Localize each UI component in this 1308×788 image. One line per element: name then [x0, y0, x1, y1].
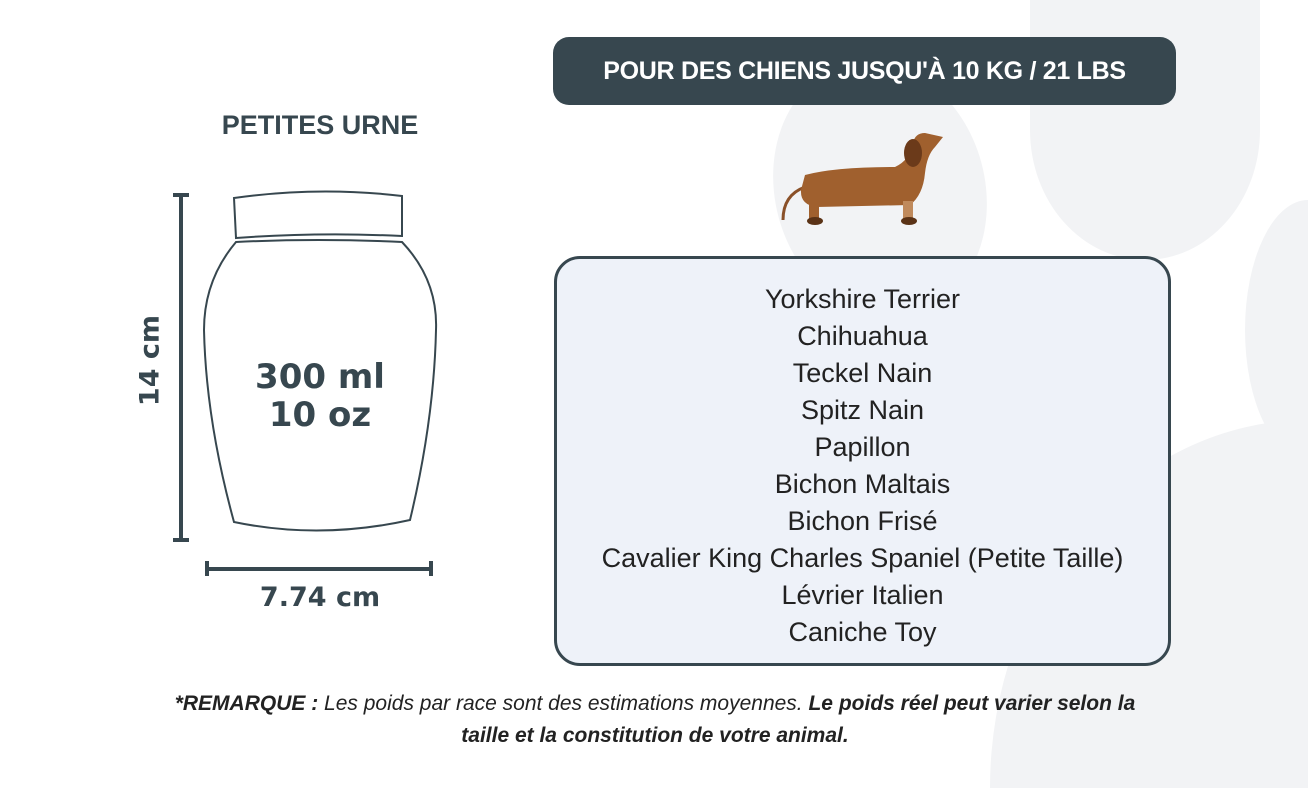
urn-lid [232, 190, 403, 240]
breed-item: Teckel Nain [792, 358, 933, 388]
urn-illustration [173, 190, 438, 576]
product-title: PETITES URNE [221, 110, 419, 140]
breed-item: Bichon Frisé [787, 506, 938, 536]
weight-limit-banner: POUR DES CHIENS JUSQU'À 10 KG / 21 LBS [553, 37, 1176, 105]
breed-item: Lévrier Italien [781, 580, 944, 610]
breed-item: Spitz Nain [800, 395, 925, 425]
note-text: Les poids par race sont des estimations … [318, 692, 809, 715]
volume-oz: 10 oz [268, 395, 372, 435]
note-label: *REMARQUE : [174, 692, 319, 715]
breed-item: Caniche Toy [788, 617, 937, 647]
breed-item: Papillon [814, 432, 911, 462]
breed-item: Cavalier King Charles Spaniel (Petite Ta… [601, 543, 1124, 573]
breed-item: Chihuahua [797, 321, 928, 351]
volume-ml: 300 ml [255, 357, 385, 397]
breed-item: Yorkshire Terrier [764, 284, 961, 314]
width-label: 7.74 cm [259, 582, 381, 613]
breed-item: Bichon Maltais [774, 469, 951, 499]
disclaimer-note: *REMARQUE : Les poids par race sont des … [150, 688, 1160, 752]
height-label: 14 cm [134, 314, 166, 407]
note-emphasis: Le poids réel peut varier selon la taill… [461, 692, 1136, 747]
urn-volume: 300 ml 10 oz [204, 358, 436, 434]
dachshund-icon [781, 133, 943, 225]
urn-body [202, 239, 438, 532]
breed-list: Yorkshire Terrier Chihuahua Teckel Nain … [554, 256, 1171, 666]
